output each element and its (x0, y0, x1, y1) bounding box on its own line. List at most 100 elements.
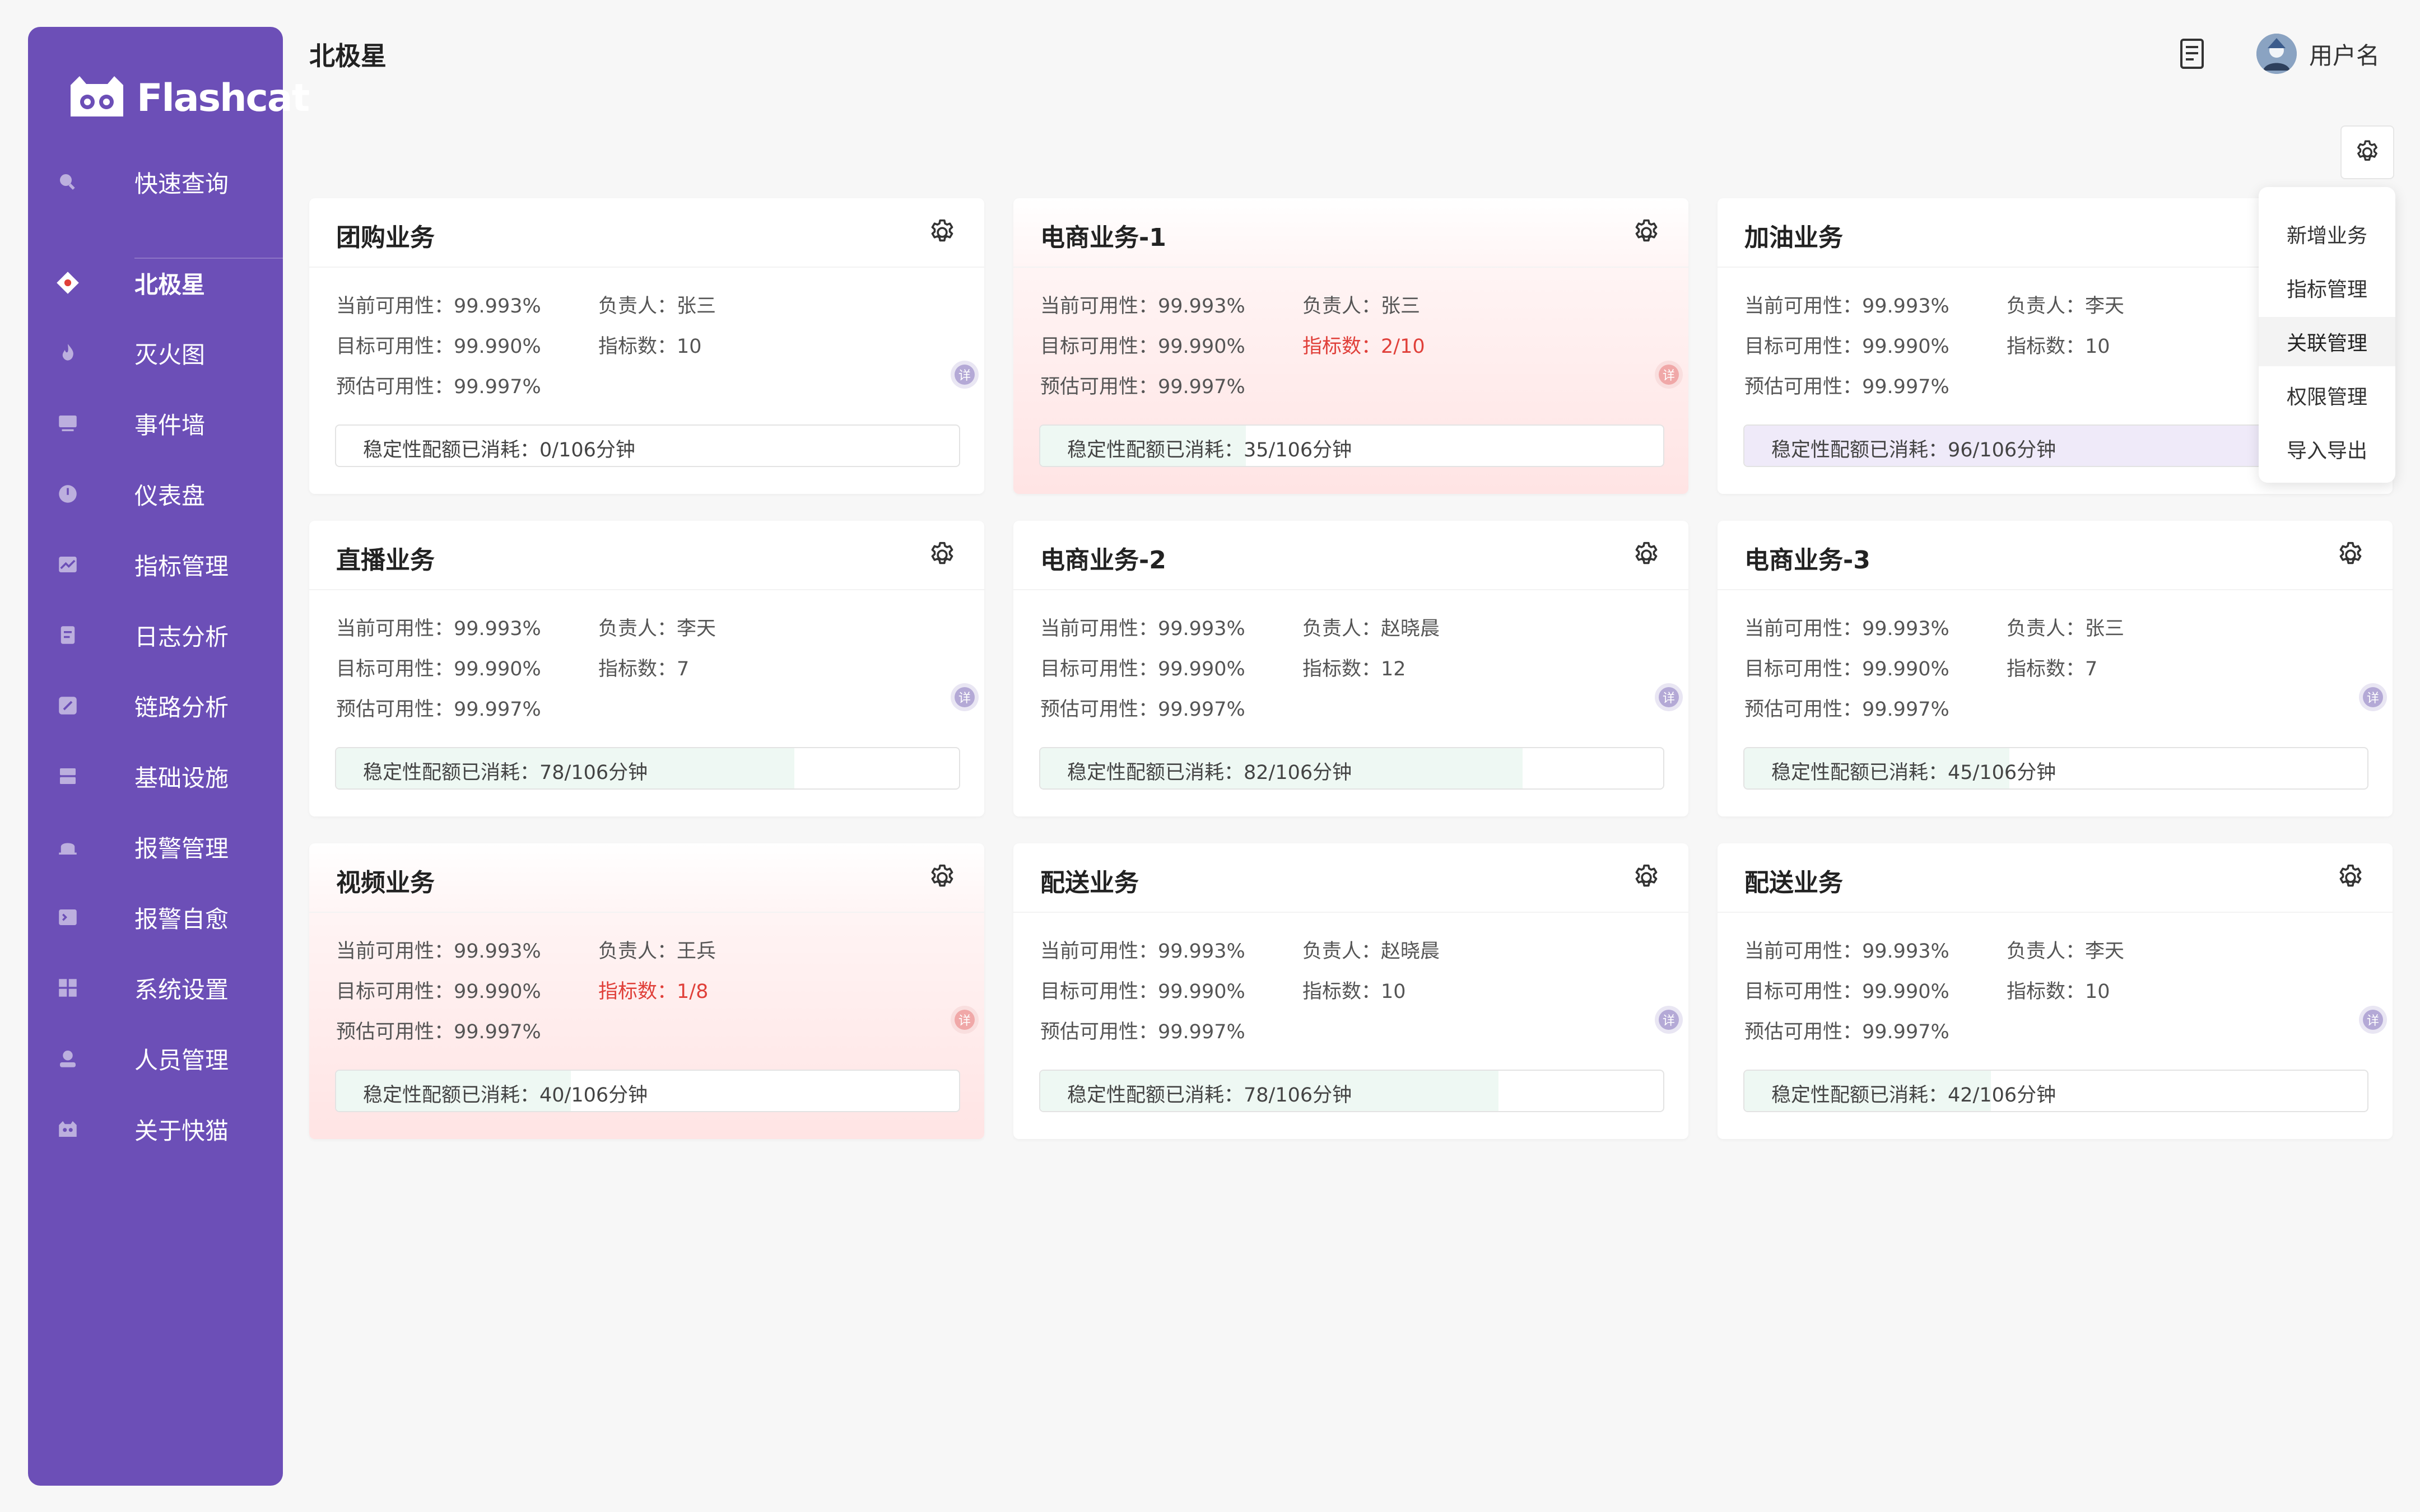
card-header: 直播业务 (309, 521, 984, 590)
current-availability: 当前可用性：99.993% (336, 295, 541, 318)
card-header: 配送业务 (1013, 843, 1688, 913)
target-availability: 目标可用性：99.990% (1744, 981, 1949, 1003)
sidebar-item-4[interactable]: 仪表盘 (28, 463, 283, 525)
card-settings-gear-icon[interactable] (927, 540, 957, 570)
dropdown-item[interactable]: 新增业务 (2286, 225, 2367, 248)
sidebar-divider (134, 258, 283, 259)
quota-text: 稳定性配额已消耗：82/106分钟 (1067, 762, 1352, 784)
dropdown-item[interactable]: 指标管理 (2286, 278, 2367, 301)
estimated-availability: 预估可用性：99.997% (1744, 1021, 1949, 1043)
gear-icon (2357, 140, 2377, 161)
card-header: 团购业务 (309, 198, 984, 268)
current-availability: 当前可用性：99.993% (1040, 618, 1245, 640)
dropdown-item[interactable]: 导入导出 (2286, 440, 2367, 463)
sidebar-item-1[interactable]: 北极星 (28, 252, 294, 314)
username[interactable]: 用户名 (2309, 41, 2380, 69)
target-availability: 目标可用性：99.990% (1040, 981, 1245, 1003)
card-header: 电商业务-2 (1013, 521, 1688, 590)
card-settings-gear-icon[interactable] (927, 217, 957, 248)
quota-fill (1744, 426, 2309, 466)
flame-icon (55, 340, 81, 366)
card-settings-gear-icon[interactable] (1631, 217, 1662, 248)
card-settings-gear-icon[interactable] (2335, 540, 2366, 570)
card-settings-gear-icon[interactable] (1631, 862, 1662, 893)
card-settings-gear-icon[interactable] (927, 862, 957, 893)
sidebar-item-11[interactable]: 系统设置 (28, 957, 283, 1019)
business-card[interactable]: 配送业务 当前可用性：99.993% 负责人：李天 目标可用性：99.990% 指标数：… (1718, 843, 2393, 1139)
dropdown-item[interactable]: 权限管理 (2286, 386, 2367, 409)
card-settings-gear-icon[interactable] (1631, 540, 1662, 570)
current-availability: 当前可用性：99.993% (336, 940, 541, 963)
current-availability: 当前可用性：99.993% (1744, 295, 1949, 318)
card-header: 电商业务-3 (1718, 521, 2393, 590)
card-header: 配送业务 (1718, 843, 2393, 913)
metric-count: 指标数：1/8 (598, 981, 709, 1003)
owner: 负责人：王兵 (598, 940, 716, 963)
detail-tag[interactable]: 详 (1655, 683, 1683, 711)
metric-count: 指标数：10 (2007, 335, 2110, 358)
business-card[interactable]: 直播业务 当前可用性：99.993% 负责人：李天 目标可用性：99.990% 指标数：… (309, 521, 984, 816)
dropdown-item[interactable]: 关联管理 (2259, 317, 2395, 366)
chart-line-icon (55, 552, 81, 577)
business-card[interactable]: 配送业务 当前可用性：99.993% 负责人：赵晓晨 目标可用性：99.990% 指标数… (1013, 843, 1688, 1139)
owner: 负责人：李天 (2007, 295, 2125, 318)
card-title: 直播业务 (336, 546, 435, 575)
sidebar-item-5[interactable]: 指标管理 (28, 534, 283, 595)
stability-quota-bar: 稳定性配额已消耗：78/106分钟 (1039, 1070, 1664, 1112)
quota-fill (1744, 748, 2009, 788)
business-card[interactable]: 电商业务-2 当前可用性：99.993% 负责人：赵晓晨 目标可用性：99.990% 指… (1013, 521, 1688, 816)
detail-tag[interactable]: 详 (1655, 361, 1683, 389)
business-card[interactable]: 视频业务 当前可用性：99.993% 负责人：王兵 目标可用性：99.990% 指标数：… (309, 843, 984, 1139)
cat-icon (55, 1116, 81, 1142)
quota-text: 稳定性配额已消耗：0/106分钟 (363, 439, 635, 461)
quota-text: 稳定性配额已消耗：40/106分钟 (363, 1084, 648, 1107)
sidebar-item-7[interactable]: 链路分析 (28, 675, 283, 736)
business-card[interactable]: 电商业务-3 当前可用性：99.993% 负责人：张三 目标可用性：99.990% 指标… (1718, 521, 2393, 816)
card-title: 电商业务-3 (1744, 546, 1870, 575)
sidebar-item-label: 基础设施 (134, 764, 229, 792)
sidebar-item-12[interactable]: 人员管理 (28, 1028, 283, 1089)
sidebar-item-9[interactable]: 报警管理 (28, 816, 283, 878)
current-availability: 当前可用性：99.993% (1744, 940, 1949, 963)
card-settings-gear-icon[interactable] (2335, 862, 2366, 893)
settings-button[interactable] (2340, 125, 2394, 179)
card-title: 配送业务 (1040, 869, 1139, 897)
estimated-availability: 预估可用性：99.997% (1040, 698, 1245, 721)
detail-tag[interactable]: 详 (2359, 683, 2387, 711)
sidebar-item-10[interactable]: 报警自愈 (28, 886, 283, 948)
document-icon[interactable] (2179, 38, 2205, 69)
business-card[interactable]: 团购业务 当前可用性：99.993% 负责人：张三 目标可用性：99.990% 指标数：… (309, 198, 984, 494)
logo[interactable]: Flashcat (66, 67, 310, 129)
detail-tag[interactable]: 详 (951, 1006, 979, 1034)
sidebar-item-8[interactable]: 基础设施 (28, 745, 283, 807)
metric-count: 指标数：2/10 (1302, 335, 1425, 358)
stability-quota-bar: 稳定性配额已消耗：82/106分钟 (1039, 747, 1664, 790)
detail-tag[interactable]: 详 (2359, 1006, 2387, 1034)
metric-count: 指标数：10 (598, 335, 702, 358)
page-title: 北极星 (309, 41, 387, 71)
sidebar-item-label: 仪表盘 (134, 482, 206, 510)
user-icon (55, 1046, 81, 1071)
detail-tag[interactable]: 详 (951, 683, 979, 711)
sidebar-item-0[interactable]: 快速查询 (28, 151, 283, 213)
target-availability: 目标可用性：99.990% (1744, 335, 1949, 358)
sidebar-item-3[interactable]: 事件墙 (28, 393, 283, 454)
sidebar-item-label: 报警管理 (134, 834, 229, 862)
stability-quota-bar: 稳定性配额已消耗：45/106分钟 (1743, 747, 2368, 790)
owner: 负责人：赵晓晨 (1302, 940, 1440, 963)
owner: 负责人：李天 (598, 618, 716, 640)
sidebar-item-2[interactable]: 灭火图 (28, 322, 283, 384)
card-title: 团购业务 (336, 223, 435, 252)
business-card[interactable]: 电商业务-1 当前可用性：99.993% 负责人：张三 目标可用性：99.990% 指标… (1013, 198, 1688, 494)
quota-fill (1040, 748, 1523, 788)
quota-fill (336, 748, 795, 788)
avatar[interactable] (2256, 34, 2297, 74)
sidebar-item-label: 报警自愈 (134, 905, 229, 933)
detail-tag[interactable]: 详 (1655, 1006, 1683, 1034)
sidebar-item-6[interactable]: 日志分析 (28, 604, 283, 666)
detail-tag[interactable]: 详 (951, 361, 979, 389)
header-right: 用户名 (2179, 31, 2380, 76)
sidebar-item-13[interactable]: 关于快猫 (28, 1098, 283, 1160)
quota-fill (1040, 426, 1246, 466)
sidebar-item-label: 链路分析 (134, 693, 229, 721)
